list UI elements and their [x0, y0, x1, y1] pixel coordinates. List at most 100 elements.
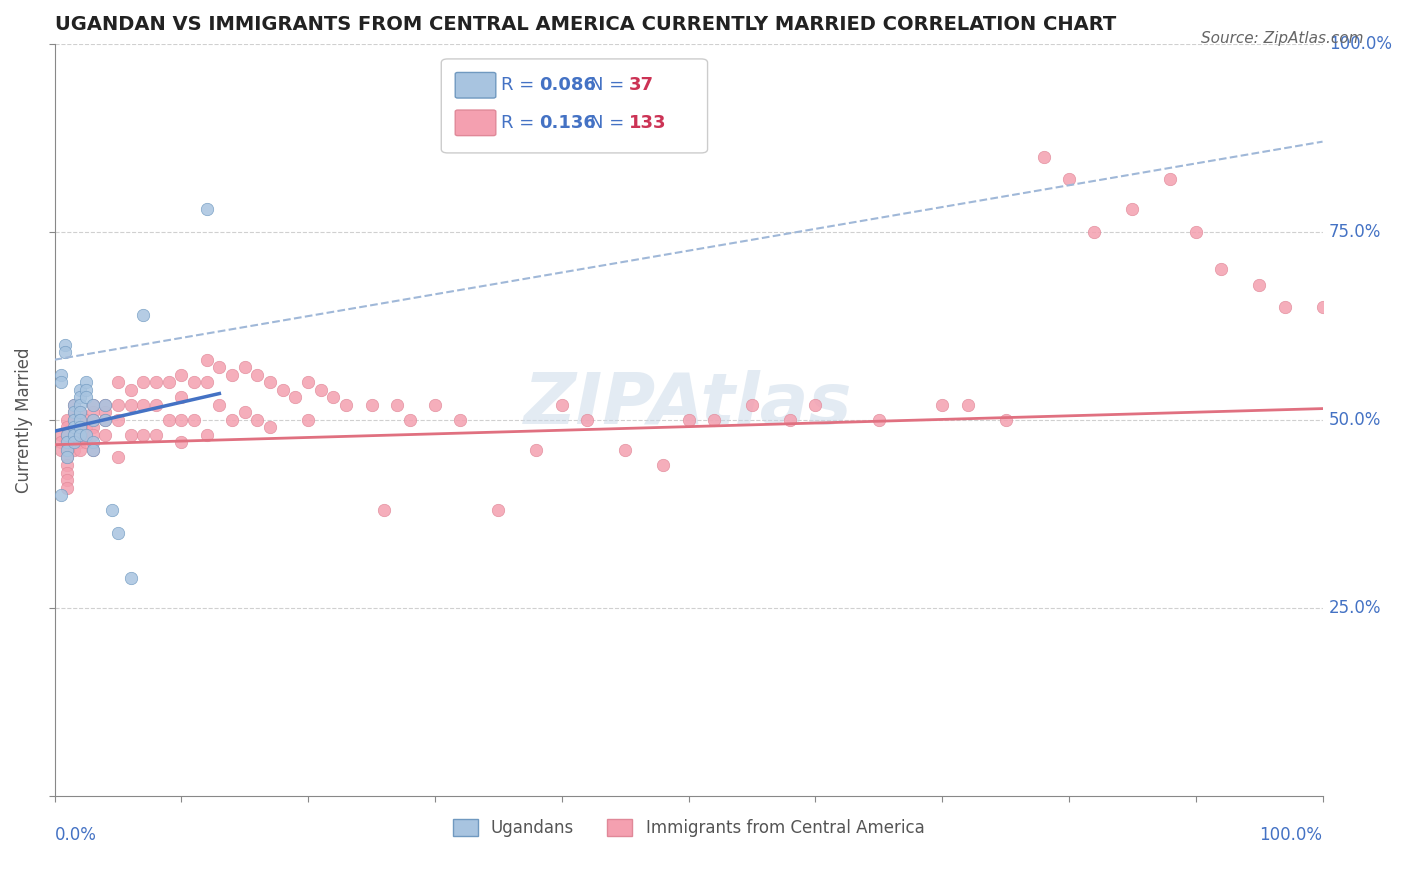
Point — [75, 428, 97, 442]
Point — [195, 352, 218, 367]
Point — [1159, 172, 1181, 186]
Point — [62, 398, 84, 412]
Point — [524, 442, 547, 457]
Point — [56, 442, 79, 457]
Point — [62, 405, 84, 419]
Point — [62, 413, 84, 427]
Text: N =: N = — [589, 76, 630, 95]
Legend: Ugandans, Immigrants from Central America: Ugandans, Immigrants from Central Americ… — [446, 813, 931, 844]
Point — [82, 398, 104, 412]
Point — [82, 398, 104, 412]
Point — [145, 428, 167, 442]
Point — [309, 383, 332, 397]
Point — [259, 376, 281, 390]
Point — [49, 442, 72, 457]
Point — [741, 398, 763, 412]
Point — [82, 435, 104, 450]
Point — [170, 413, 193, 427]
Point — [62, 442, 84, 457]
Point — [100, 503, 122, 517]
Point — [94, 428, 117, 442]
Point — [1274, 300, 1296, 314]
Text: 0.136: 0.136 — [538, 114, 596, 132]
Text: 25.0%: 25.0% — [1329, 599, 1381, 617]
Point — [486, 503, 509, 517]
Point — [56, 420, 79, 434]
Point — [195, 202, 218, 217]
Point — [1249, 277, 1271, 292]
Point — [94, 398, 117, 412]
Point — [107, 450, 129, 465]
Point — [56, 435, 79, 450]
Text: N =: N = — [589, 114, 630, 132]
Point — [221, 413, 243, 427]
Point — [82, 420, 104, 434]
Point — [1032, 150, 1054, 164]
Text: R =: R = — [501, 114, 540, 132]
Point — [75, 420, 97, 434]
Text: 100.0%: 100.0% — [1260, 826, 1323, 844]
Text: 75.0%: 75.0% — [1329, 223, 1381, 241]
Point — [868, 413, 890, 427]
Point — [56, 413, 79, 427]
Point — [449, 413, 471, 427]
Point — [804, 398, 827, 412]
FancyBboxPatch shape — [456, 110, 496, 136]
Text: 133: 133 — [628, 114, 666, 132]
Point — [246, 413, 269, 427]
Point — [82, 442, 104, 457]
Text: 0.0%: 0.0% — [55, 826, 97, 844]
Point — [1083, 225, 1105, 239]
Point — [75, 435, 97, 450]
Point — [56, 428, 79, 442]
Text: UGANDAN VS IMMIGRANTS FROM CENTRAL AMERICA CURRENTLY MARRIED CORRELATION CHART: UGANDAN VS IMMIGRANTS FROM CENTRAL AMERI… — [55, 15, 1116, 34]
Point — [183, 376, 205, 390]
Point — [297, 413, 319, 427]
Point — [53, 337, 76, 351]
Point — [75, 376, 97, 390]
Point — [107, 413, 129, 427]
Point — [69, 420, 91, 434]
Point — [62, 420, 84, 434]
Point — [107, 376, 129, 390]
Point — [120, 571, 142, 585]
Point — [56, 435, 79, 450]
Point — [956, 398, 979, 412]
Point — [614, 442, 637, 457]
Point — [652, 458, 675, 472]
Point — [246, 368, 269, 382]
Point — [82, 428, 104, 442]
Point — [931, 398, 953, 412]
Point — [56, 442, 79, 457]
Point — [49, 435, 72, 450]
Point — [82, 413, 104, 427]
Point — [69, 413, 91, 427]
Text: ZIPAtlas: ZIPAtlas — [524, 370, 853, 440]
Point — [62, 435, 84, 450]
Text: Source: ZipAtlas.com: Source: ZipAtlas.com — [1201, 31, 1364, 46]
Point — [233, 360, 256, 375]
Point — [75, 428, 97, 442]
Point — [69, 398, 91, 412]
Point — [94, 413, 117, 427]
Point — [221, 368, 243, 382]
Point — [62, 428, 84, 442]
Text: 100.0%: 100.0% — [1329, 35, 1392, 53]
Point — [49, 488, 72, 502]
Point — [703, 413, 725, 427]
Point — [56, 428, 79, 442]
Text: 0.086: 0.086 — [538, 76, 596, 95]
Text: R =: R = — [501, 76, 540, 95]
Point — [62, 398, 84, 412]
Point — [56, 481, 79, 495]
Point — [107, 398, 129, 412]
Point — [94, 413, 117, 427]
Point — [62, 435, 84, 450]
Point — [322, 390, 344, 404]
Point — [271, 383, 294, 397]
Text: 37: 37 — [628, 76, 654, 95]
Point — [120, 398, 142, 412]
Point — [53, 345, 76, 359]
Point — [132, 308, 155, 322]
Point — [82, 405, 104, 419]
